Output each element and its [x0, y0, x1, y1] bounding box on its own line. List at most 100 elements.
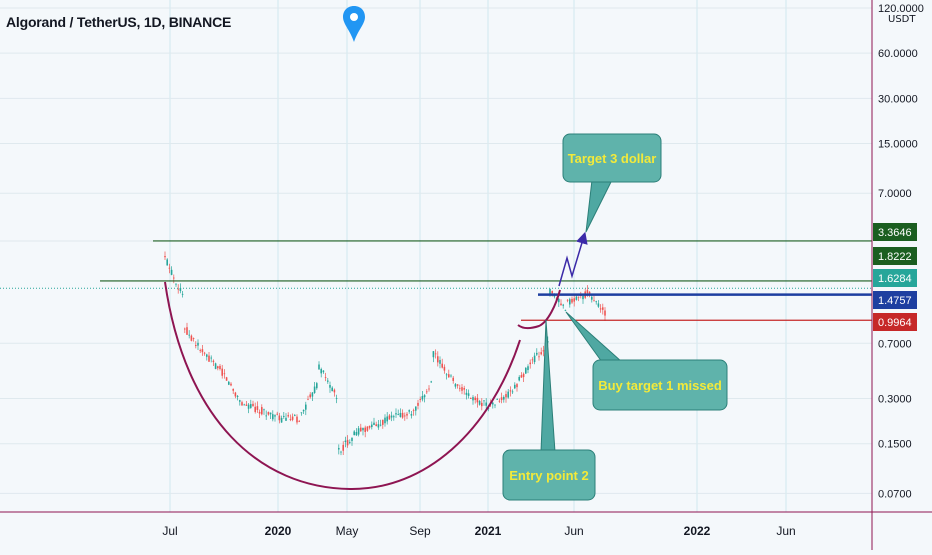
candle-body: [214, 363, 217, 369]
candle-body: [203, 352, 206, 354]
candle-body: [410, 414, 413, 416]
candle-body: [388, 415, 391, 420]
candle-body: [472, 397, 474, 401]
candle-body: [230, 383, 232, 386]
candle-body: [520, 375, 523, 378]
entry-callout[interactable]: Entry point 2: [502, 319, 596, 501]
candle-body: [166, 259, 168, 266]
candle-body: [258, 411, 261, 414]
candle-body: [406, 413, 408, 416]
candle-body: [509, 390, 512, 392]
candle-body: [390, 415, 393, 418]
price-level-badge-text: 0.9964: [878, 317, 912, 329]
candle-body: [434, 353, 437, 355]
candle-body: [184, 328, 186, 330]
candle-body: [505, 394, 507, 398]
price-level-badge: [873, 269, 917, 287]
candle-body: [441, 363, 443, 368]
candle-body: [551, 291, 553, 294]
candle-body: [287, 415, 289, 417]
candle-body: [300, 412, 303, 414]
candle-body: [324, 376, 327, 378]
candle-body: [573, 298, 575, 302]
candle-body: [338, 447, 340, 450]
candle-body: [577, 296, 580, 298]
candle-body: [276, 413, 278, 415]
candle-body: [318, 364, 320, 370]
candle-body: [263, 409, 265, 411]
candle-body: [241, 402, 243, 406]
candle-body: [591, 296, 593, 300]
candle-body: [525, 367, 527, 374]
candle-body: [496, 399, 498, 400]
candle-body: [280, 417, 283, 423]
price-axis-label: 0.1500: [878, 439, 912, 451]
candle-body: [599, 308, 602, 310]
candle-body: [221, 368, 223, 376]
chart-grid: [0, 0, 872, 512]
candle-body: [558, 298, 560, 303]
candle-body: [531, 359, 534, 361]
candle-body: [467, 393, 470, 396]
target-callout[interactable]: Target 3 dollar: [562, 133, 662, 233]
candle-body: [384, 417, 386, 424]
candle-body: [223, 373, 226, 375]
symbol-title: Algorand / TetherUS, 1D, BINANCE: [6, 14, 232, 30]
candle-body: [320, 369, 322, 374]
candle-body: [507, 391, 509, 398]
candle-body: [602, 307, 604, 310]
candle-body: [588, 291, 591, 295]
candle-body: [595, 301, 597, 303]
buy-target-callout-text: Buy target 1 missed: [598, 378, 722, 393]
candle-body: [566, 299, 569, 301]
candle-body: [439, 360, 441, 364]
price-level-badge-text: 1.4757: [878, 295, 912, 307]
candle-body: [423, 395, 426, 398]
candle-body: [456, 384, 459, 386]
candle-body: [393, 416, 395, 418]
candle-body: [511, 391, 514, 393]
candle-body: [586, 290, 589, 294]
candle-body: [404, 415, 406, 417]
candle-body: [208, 355, 210, 362]
candle-body: [261, 407, 263, 415]
candle-body: [426, 391, 428, 393]
candle-body: [375, 424, 377, 427]
candle-body: [206, 354, 208, 357]
candle-body: [225, 377, 228, 381]
price-level-badge-text: 1.8222: [878, 251, 912, 263]
candle-body: [243, 404, 245, 406]
price-axis-label: 0.7000: [878, 338, 912, 350]
candle-body: [542, 350, 545, 352]
candle-body: [415, 406, 417, 411]
candle-body: [529, 362, 531, 365]
candle-body: [239, 400, 241, 402]
buy-target-callout[interactable]: Buy target 1 missed: [565, 311, 728, 411]
candle-body: [379, 424, 382, 426]
candle-body: [245, 404, 248, 406]
candle-body: [575, 296, 578, 300]
candle-body: [368, 425, 371, 428]
candle-body: [302, 409, 305, 412]
time-axis-label: 2020: [265, 524, 292, 538]
candle-body: [459, 387, 461, 389]
candle-body: [357, 428, 360, 435]
candle-body: [335, 398, 338, 399]
map-marker-group[interactable]: [343, 6, 365, 42]
candle-body: [256, 406, 259, 410]
candle-body: [564, 309, 567, 311]
candle-body: [445, 374, 448, 376]
candle-body: [228, 381, 230, 385]
candle-body: [267, 412, 270, 415]
candle-body: [412, 410, 415, 412]
location-pin-icon[interactable]: [343, 6, 365, 42]
candle-body: [503, 396, 505, 400]
candle-body: [252, 403, 254, 407]
candle-body: [461, 387, 463, 391]
candle-body: [344, 440, 347, 442]
candle-body: [516, 384, 518, 388]
candle-body: [313, 386, 316, 393]
candle-body: [342, 444, 344, 451]
